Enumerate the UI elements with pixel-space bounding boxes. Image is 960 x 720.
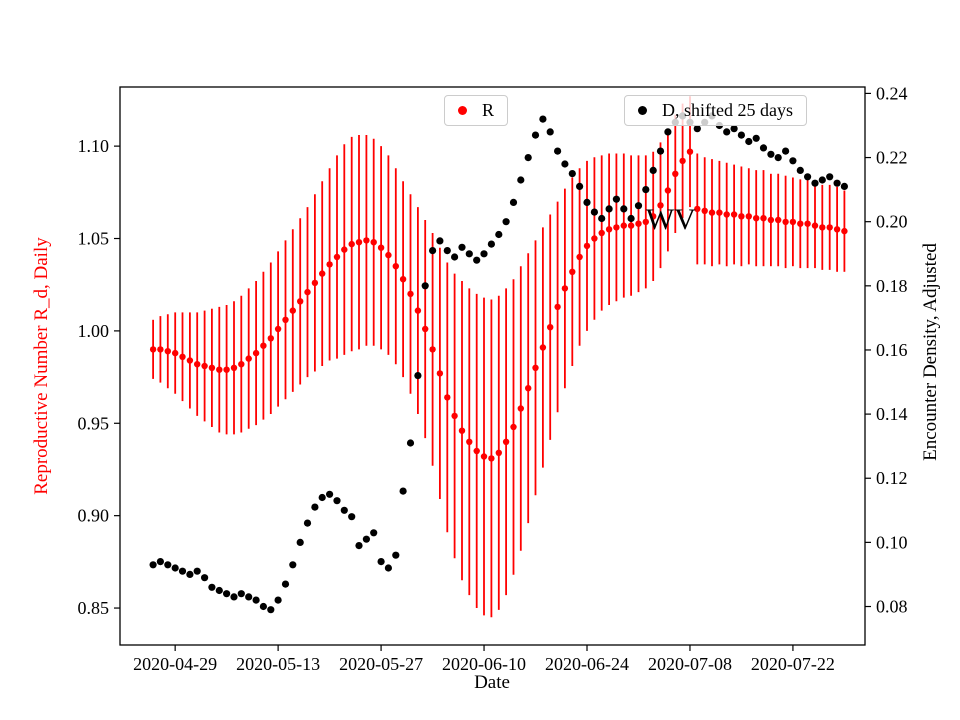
right-y-tick-label: 0.20 [876,212,908,232]
legend-d-label: D, shifted 25 days [662,100,793,120]
legend-r-label: R [482,100,495,120]
left-y-tick-label: 0.95 [78,413,110,433]
right-y-axis-label: Encounter Density, Adjusted [920,243,941,461]
left-y-tick-label: 1.05 [78,229,110,249]
x-tick-label: 2020-07-22 [751,654,835,674]
left-y-tick-label: 0.90 [78,506,110,526]
series-d-markers [149,112,849,614]
left-y-axis: 0.85 0.90 0.95 1.00 1.05 1.10 [78,136,120,618]
plot-border [119,86,866,646]
black-dot-icon [638,106,647,115]
x-tick-label: 2020-04-29 [133,654,217,674]
right-y-tick-label: 0.24 [876,83,908,103]
series-r-errorbars [152,96,846,618]
left-y-tick-label: 0.85 [78,598,110,618]
series-r-markers [149,148,848,462]
right-y-tick-label: 0.16 [876,340,908,360]
left-y-tick-label: 1.00 [78,321,110,341]
right-y-tick-label: 0.22 [876,148,908,168]
right-y-tick-label: 0.18 [876,276,908,296]
x-tick-label: 2020-05-27 [339,654,423,674]
right-y-tick-label: 0.14 [876,404,908,424]
x-tick-label: 2020-06-24 [545,654,629,674]
x-tick-label: 2020-05-13 [236,654,320,674]
x-tick-label: 2020-06-10 [442,654,526,674]
legend-d: D, shifted 25 days [624,95,807,126]
right-y-tick-label: 0.12 [876,468,908,488]
right-y-tick-label: 0.10 [876,532,908,552]
red-dot-icon [458,106,467,115]
legend-r: R [444,95,509,126]
x-axis-label: Date [474,672,510,693]
annotation-wv: WV [645,202,696,236]
left-y-axis-label: Reproductive Number R_d, Daily [31,237,52,495]
x-axis: 2020-04-29 2020-05-13 2020-05-27 2020-06-10… [133,645,835,674]
right-y-axis: 0.08 0.10 0.12 0.14 0.16 0.18 0.20 0.22 0.24 [865,83,908,617]
left-y-tick-label: 1.10 [78,136,110,156]
x-tick-label: 2020-07-08 [648,654,732,674]
right-y-tick-label: 0.08 [876,597,908,617]
